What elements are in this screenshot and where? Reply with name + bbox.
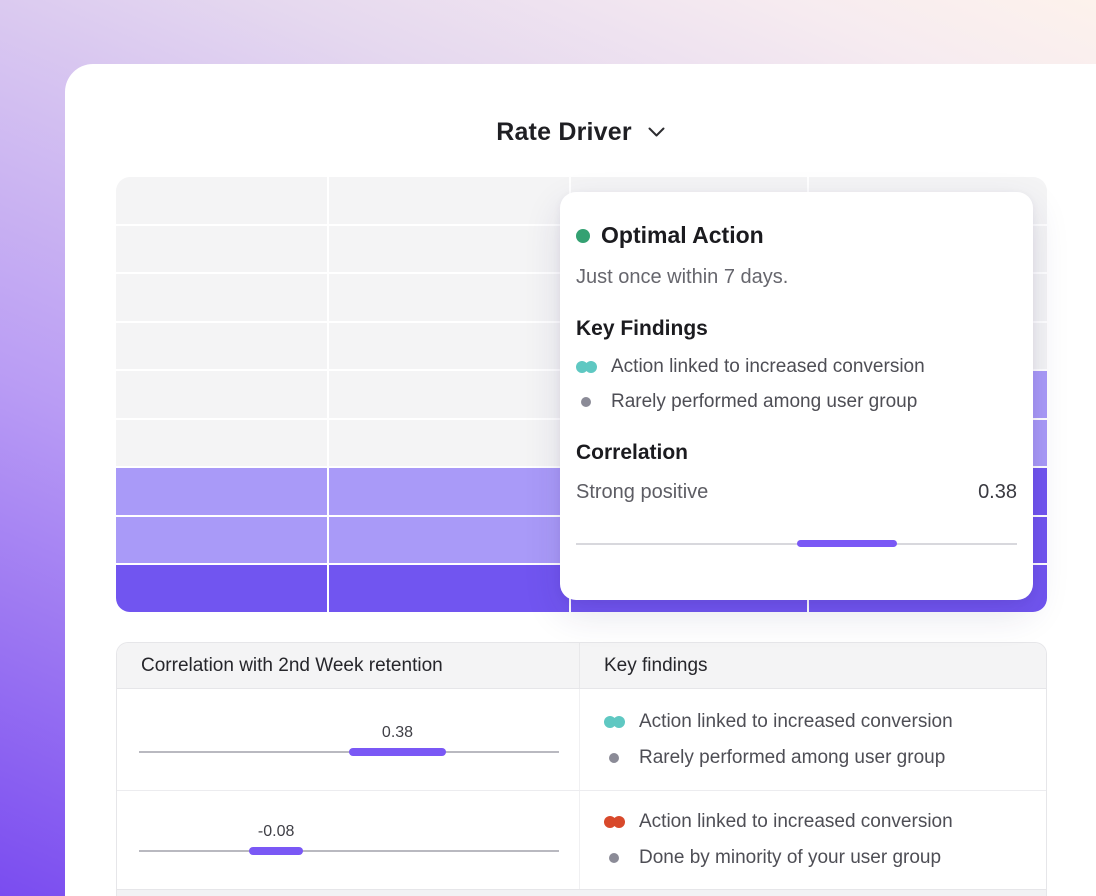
correlation-value: 0.38: [978, 481, 1017, 503]
chevron-down-icon: [648, 127, 665, 136]
correlation-strength-label: Strong positive: [576, 481, 709, 503]
heatmap-cell[interactable]: [329, 371, 569, 418]
heatmap-cell[interactable]: [329, 274, 569, 321]
finding-text: Action linked to increased conversion: [611, 356, 925, 377]
key-findings-cell: Action linked to increased conversion Ra…: [580, 689, 1046, 790]
table-row: -0.08 Action linked to increased convers…: [117, 791, 1046, 889]
key-findings-heading: Key Findings: [576, 317, 708, 340]
finding-item: Done by minority of your user group: [604, 847, 1046, 869]
heatmap-cell[interactable]: [329, 468, 569, 515]
finding-text: Rarely performed among user group: [611, 391, 918, 412]
heatmap-cell[interactable]: [329, 177, 569, 224]
finding-text: Action linked to increased conversion: [639, 811, 953, 832]
drivers-table: Correlation with 2nd Week retention Key …: [116, 642, 1047, 896]
heatmap-cell[interactable]: [116, 371, 327, 418]
heatmap-cell[interactable]: [116, 565, 327, 612]
correlation-scale-bar: [349, 748, 447, 756]
table-header-row: Correlation with 2nd Week retention Key …: [117, 643, 1046, 689]
correlation-cell: -0.08: [117, 791, 580, 889]
heatmap-cell[interactable]: [116, 225, 327, 273]
finding-item: Action linked to increased conversion: [576, 356, 1017, 378]
popover-title: Optimal Action: [601, 222, 764, 248]
correlation-value: 0.38: [381, 724, 414, 741]
finding-item: Rarely performed among user group: [576, 391, 1017, 413]
optimal-action-popover: Optimal Action Just once within 7 days. …: [560, 192, 1033, 600]
red-double-dot-icon: [604, 816, 625, 828]
key-findings-cell: Action linked to increased conversion Do…: [580, 791, 1046, 889]
correlation-heading: Correlation: [576, 441, 689, 464]
heatmap-cell[interactable]: [116, 274, 327, 321]
heatmap-cell[interactable]: [329, 225, 569, 273]
finding-item: Action linked to increased conversion: [604, 811, 1046, 833]
gray-dot-icon: [604, 852, 625, 864]
correlation-scale-bar: [249, 847, 304, 855]
correlation-scale: -0.08: [139, 821, 559, 855]
correlation-scale-track: [576, 543, 1017, 545]
heatmap-cell[interactable]: [329, 516, 569, 564]
heatmap-cell[interactable]: [116, 468, 327, 515]
heatmap-cell[interactable]: [329, 322, 569, 370]
heatmap-cell[interactable]: [329, 565, 569, 612]
correlation-scale: [576, 540, 1017, 548]
column-header-correlation: Correlation with 2nd Week retention: [117, 643, 580, 688]
heatmap-cell[interactable]: [116, 322, 327, 370]
gray-dot-icon: [576, 396, 597, 408]
correlation-value: -0.08: [257, 823, 295, 840]
heatmap-cell[interactable]: [116, 177, 327, 224]
popover-subtitle: Just once within 7 days.: [576, 266, 789, 288]
correlation-scale-track: [139, 850, 559, 852]
optimal-action-status-dot: [576, 228, 590, 243]
gray-dot-icon: [604, 752, 625, 764]
finding-item: Action linked to increased conversion: [604, 711, 1046, 733]
finding-text: Done by minority of your user group: [639, 847, 942, 868]
correlation-cell: 0.38: [117, 689, 580, 790]
finding-text: Rarely performed among user group: [639, 746, 946, 768]
heatmap-cell[interactable]: [116, 516, 327, 564]
heatmap-cell[interactable]: [329, 419, 569, 467]
heatmap-cell[interactable]: [116, 419, 327, 467]
table-row: 0.38 Action linked to increased conversi…: [117, 689, 1046, 791]
main-card: Rate Driver Optimal Action Just once wit…: [65, 64, 1096, 896]
popover-findings-list: Action linked to increased conversion Ra…: [576, 356, 1017, 413]
correlation-scale: 0.38: [139, 722, 559, 756]
rate-driver-dropdown[interactable]: Rate Driver: [65, 114, 1096, 150]
column-header-key-findings: Key findings: [604, 654, 708, 676]
table-next-row-edge: [117, 889, 1046, 896]
page-title: Rate Driver: [496, 117, 632, 146]
correlation-scale-bar: [796, 540, 897, 547]
finding-item: Rarely performed among user group: [604, 747, 1046, 769]
teal-double-dot-icon: [576, 361, 597, 373]
finding-text: Action linked to increased conversion: [639, 710, 953, 732]
teal-double-dot-icon: [604, 715, 625, 728]
